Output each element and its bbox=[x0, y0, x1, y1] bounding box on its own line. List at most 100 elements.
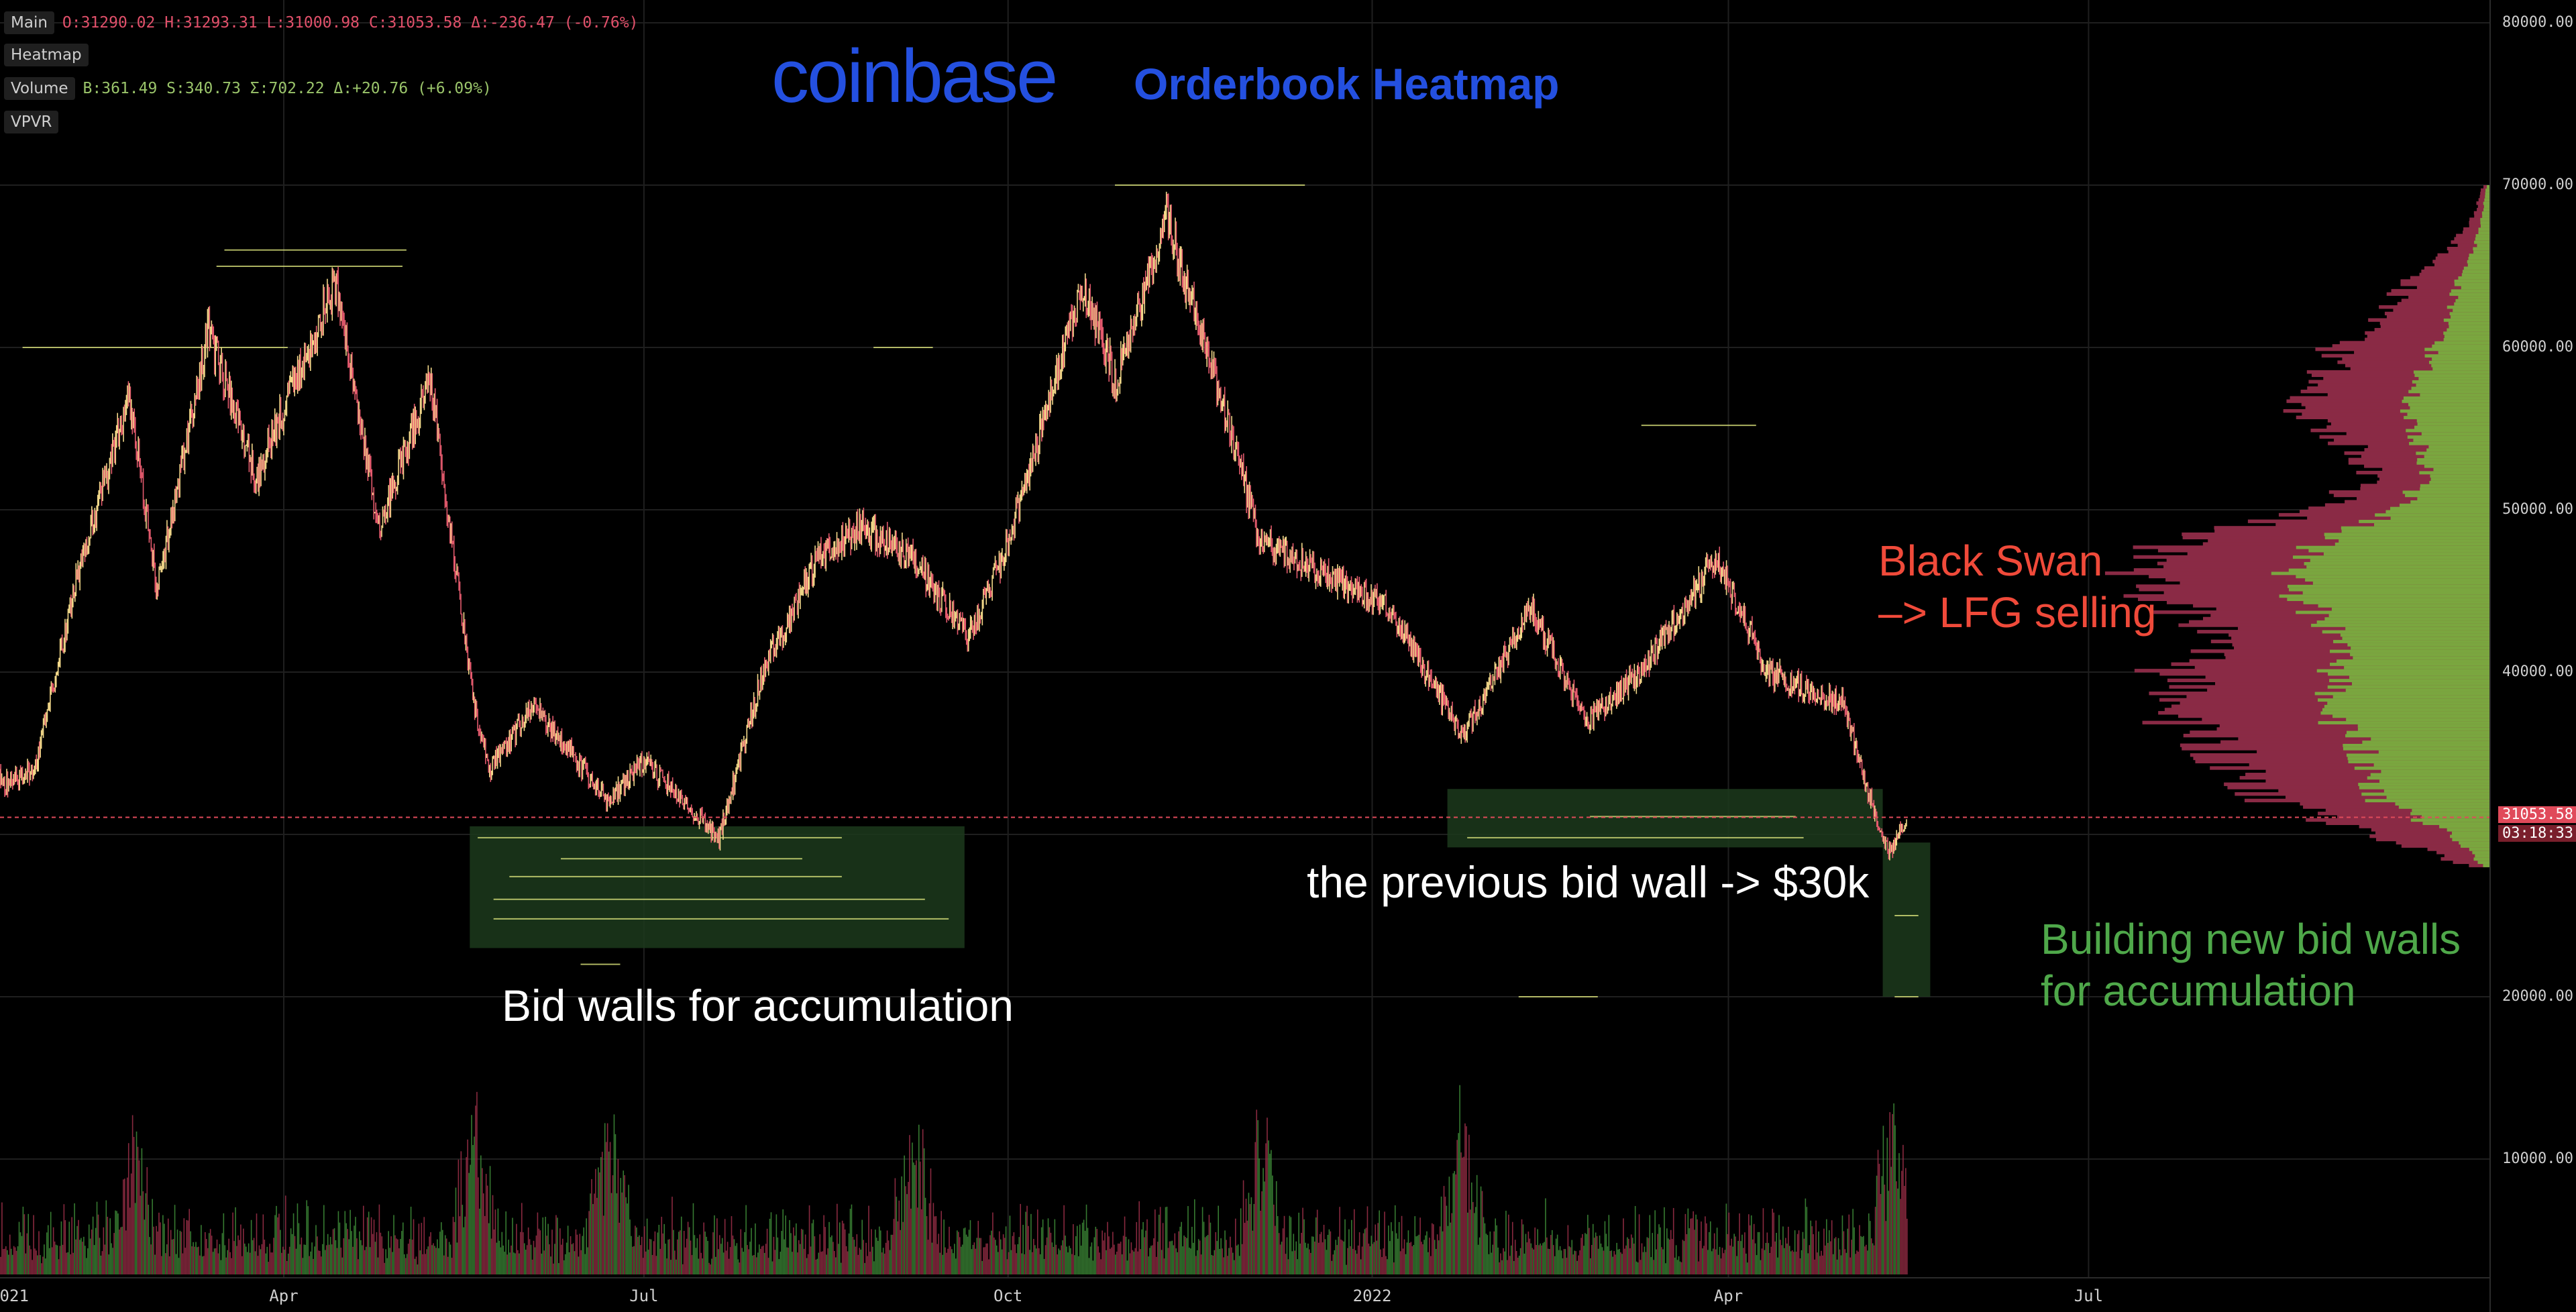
volume-bar bbox=[376, 1232, 378, 1274]
volume-bar bbox=[867, 1256, 868, 1274]
vpvr-sell-bar bbox=[2308, 380, 2490, 384]
volume-bar bbox=[362, 1245, 363, 1274]
volume-bar bbox=[928, 1203, 930, 1274]
volume-bar bbox=[1687, 1208, 1689, 1274]
volume-bar bbox=[766, 1228, 768, 1274]
volume-bar bbox=[99, 1238, 101, 1274]
volume-bar bbox=[1617, 1249, 1619, 1274]
volume-bar bbox=[1455, 1174, 1456, 1274]
volume-bar bbox=[1519, 1248, 1521, 1274]
volume-bar bbox=[674, 1250, 676, 1274]
volume-bar bbox=[579, 1234, 581, 1274]
volume-bar bbox=[276, 1205, 277, 1274]
volume-bar bbox=[1104, 1232, 1106, 1274]
volume-bar bbox=[1195, 1256, 1197, 1274]
main-toggle[interactable]: Main bbox=[4, 11, 54, 34]
vpvr-buy-bar bbox=[2422, 814, 2490, 819]
volume-bar bbox=[500, 1247, 502, 1274]
volume-bar bbox=[942, 1254, 943, 1274]
volume-bar bbox=[1562, 1258, 1564, 1274]
volume-bar bbox=[1858, 1252, 1859, 1274]
volume-bar bbox=[149, 1237, 150, 1274]
volume-bar bbox=[955, 1258, 957, 1274]
volume-bar bbox=[76, 1225, 78, 1274]
volume-bar bbox=[1671, 1239, 1673, 1274]
volume-bar bbox=[1302, 1207, 1303, 1274]
volume-bar bbox=[1318, 1242, 1320, 1274]
volume-bar bbox=[1628, 1238, 1629, 1274]
volume-bar bbox=[1713, 1233, 1715, 1274]
volume-bar bbox=[438, 1248, 439, 1274]
vpvr-sell-bar bbox=[2376, 837, 2490, 842]
volume-bar bbox=[455, 1187, 457, 1274]
volume-bar bbox=[967, 1236, 969, 1274]
volume-bar bbox=[988, 1259, 989, 1274]
volume-bar bbox=[1306, 1248, 1307, 1274]
vpvr-buy-bar bbox=[2329, 678, 2490, 683]
volume-bar bbox=[1194, 1199, 1195, 1274]
vpvr-toggle[interactable]: VPVR bbox=[4, 111, 59, 133]
volume-bar bbox=[841, 1220, 843, 1274]
volume-bar bbox=[1214, 1250, 1216, 1274]
volume-bar bbox=[628, 1185, 629, 1274]
volume-bar bbox=[969, 1220, 971, 1274]
volume-bar bbox=[1540, 1243, 1541, 1274]
volume-bar bbox=[1169, 1241, 1171, 1274]
volume-bar bbox=[295, 1248, 297, 1274]
volume-bar bbox=[1901, 1170, 1902, 1274]
volume-bar bbox=[608, 1151, 610, 1274]
volume-bar bbox=[1480, 1186, 1482, 1274]
volume-bar bbox=[853, 1240, 855, 1274]
volume-bar bbox=[1633, 1243, 1635, 1274]
volume-bar bbox=[1435, 1248, 1437, 1274]
volume-bar bbox=[380, 1232, 382, 1274]
volume-bar bbox=[59, 1246, 61, 1274]
volume-bar bbox=[1904, 1185, 1905, 1274]
vpvr-buy-bar bbox=[2452, 831, 2490, 835]
volume-bar bbox=[1181, 1221, 1182, 1274]
volume-bar bbox=[989, 1235, 991, 1274]
volume-bar bbox=[1471, 1182, 1472, 1274]
volume-bar bbox=[973, 1242, 975, 1274]
volume-bar bbox=[302, 1258, 304, 1274]
volume-bar bbox=[543, 1250, 545, 1274]
volume-bar bbox=[670, 1260, 672, 1274]
volume-toggle[interactable]: Volume bbox=[4, 77, 75, 100]
vpvr-buy-bar bbox=[2318, 604, 2490, 608]
volume-bar bbox=[831, 1235, 833, 1274]
volume-bar bbox=[1630, 1234, 1632, 1274]
volume-bar bbox=[1721, 1248, 1723, 1274]
volume-bar bbox=[859, 1248, 861, 1274]
vpvr-buy-bar bbox=[2311, 623, 2490, 627]
volume-bar bbox=[1497, 1247, 1499, 1274]
vpvr-buy-bar bbox=[2358, 782, 2490, 786]
vpvr-buy-bar bbox=[2287, 597, 2490, 602]
volume-bar bbox=[1148, 1256, 1149, 1274]
volume-bar bbox=[152, 1199, 153, 1274]
vpvr-buy-bar bbox=[2483, 863, 2490, 867]
volume-bar bbox=[1769, 1252, 1771, 1274]
volume-bar bbox=[1727, 1234, 1729, 1274]
volume-bar bbox=[691, 1255, 693, 1274]
volume-bar bbox=[211, 1236, 213, 1274]
volume-bar bbox=[205, 1239, 207, 1274]
volume-bar bbox=[1768, 1243, 1770, 1274]
volume-bar bbox=[1009, 1215, 1011, 1274]
vpvr-sell-bar bbox=[2305, 406, 2490, 410]
volume-bar bbox=[641, 1236, 643, 1274]
vpvr-buy-bar bbox=[2296, 610, 2490, 614]
volume-bar bbox=[1558, 1250, 1560, 1274]
volume-bar bbox=[1226, 1240, 1227, 1274]
vpvr-buy-bar bbox=[2390, 516, 2490, 521]
volume-bar bbox=[629, 1219, 631, 1274]
volume-bar bbox=[201, 1225, 202, 1274]
volume-bar bbox=[1222, 1248, 1223, 1274]
volume-bar bbox=[328, 1244, 330, 1274]
volume-bar bbox=[601, 1152, 603, 1274]
volume-bar bbox=[998, 1231, 1000, 1274]
volume-bar bbox=[1601, 1247, 1603, 1274]
vpvr-buy-bar bbox=[2302, 591, 2490, 595]
heatmap-toggle[interactable]: Heatmap bbox=[4, 44, 89, 66]
volume-bar bbox=[1323, 1224, 1325, 1274]
vpvr-buy-bar bbox=[2287, 584, 2490, 588]
